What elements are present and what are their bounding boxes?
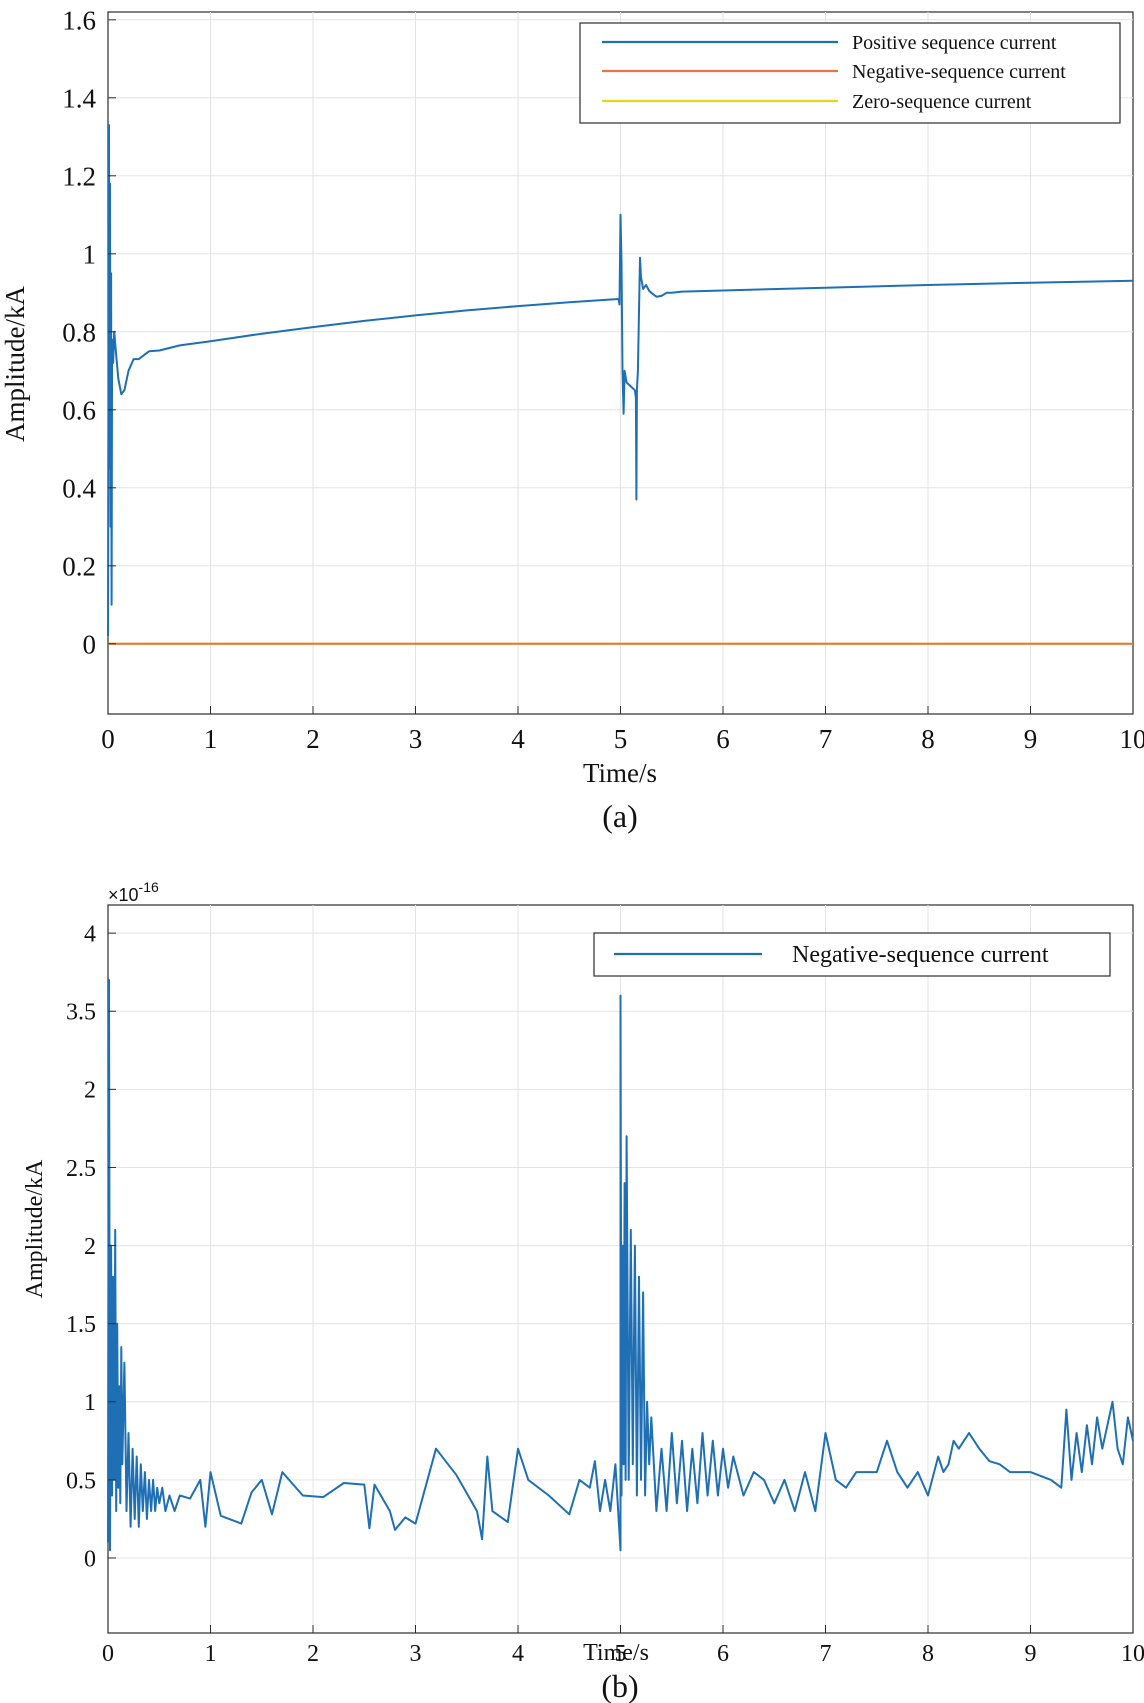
legend-label-zero: Zero-sequence current	[852, 91, 1032, 113]
y-tick-label: 0.5	[66, 1468, 96, 1494]
legend-box-a	[579, 22, 1121, 124]
y-tick-label: 0	[84, 1546, 96, 1572]
y-tick-label: 2	[84, 1234, 96, 1260]
y-tick-label: 3.5	[66, 1000, 96, 1026]
exponent-base: ×10	[108, 885, 139, 905]
panel-label-b: (b)	[601, 1668, 638, 1703]
x-tick-label: 0	[102, 1641, 114, 1667]
x-tick-label: 7	[820, 1641, 832, 1667]
y-axis-label-b: Amplitude/kA	[22, 1159, 48, 1298]
y-tick-label: 1	[84, 1390, 96, 1416]
x-tick-label: 4	[511, 724, 525, 754]
legend-label-negative-b: Negative-sequence current	[792, 942, 1049, 968]
legend-label-negative: Negative-sequence current	[852, 61, 1066, 83]
panel-label-a: (a)	[602, 798, 638, 834]
x-ticks-b: 0 1 2 3 4 5 6 7 8 9 10	[102, 1625, 1144, 1667]
y-tick-label: 1.6	[62, 5, 96, 35]
x-tick-label: 3	[409, 724, 423, 754]
x-tick-label: 5	[614, 724, 628, 754]
x-ticks-a: 0 1 2 3 4 5 6 7 8 9 10	[101, 706, 1144, 754]
x-tick-label: 10	[1120, 724, 1144, 754]
y-tick-label: 2.5	[66, 1156, 96, 1182]
y-tick-label: 2	[84, 1078, 96, 1104]
y-tick-label: 4	[84, 922, 96, 948]
x-tick-label: 8	[921, 724, 935, 754]
x-tick-label: 9	[1024, 724, 1038, 754]
legend-b: Negative-sequence current	[593, 932, 1111, 977]
x-tick-label: 2	[306, 724, 320, 754]
y-tick-label: 0.8	[62, 317, 96, 347]
exponent-label-b: ×10-16	[108, 879, 159, 905]
x-tick-label: 10	[1121, 1641, 1144, 1667]
x-tick-label: 7	[819, 724, 833, 754]
x-axis-label-a: Time/s	[583, 758, 657, 788]
x-tick-label: 3	[410, 1641, 422, 1667]
y-ticks-a: 0 0.2 0.4 0.6 0.8 1 1.2 1.4 1.6	[62, 5, 116, 659]
x-tick-label: 0	[101, 724, 115, 754]
y-ticks-b: 0 0.5 1 1.5 2 2.5 2 3.5 4	[66, 922, 116, 1572]
series-line-negative-sequence-current	[107, 979, 1134, 1552]
x-axis-label-b: Time/s	[583, 1640, 649, 1666]
series-group-b	[107, 979, 1134, 1552]
x-tick-label: 8	[922, 1641, 934, 1667]
x-tick-label: 4	[512, 1641, 524, 1667]
legend-a: Positive sequence current Negative-seque…	[579, 22, 1121, 124]
exponent-power: -16	[139, 879, 159, 895]
y-tick-label: 0.2	[62, 551, 96, 581]
x-tick-label: 2	[307, 1641, 319, 1667]
y-axis-label-a: Amplitude/kA	[0, 286, 30, 442]
chart-panel-a: 0 1 2 3 4 5 6 7 8 9 10 0 0.2 0.4 0.6 0.8 1 1.2 1.4 1.6 Tim…	[0, 5, 1144, 834]
series-line-positive-sequence-current	[107, 124, 1134, 637]
x-tick-label: 5	[615, 1641, 627, 1667]
y-tick-label: 0.4	[62, 473, 96, 503]
y-tick-label: 1.2	[62, 161, 96, 191]
grid-b	[108, 905, 1133, 1633]
y-tick-label: 0.6	[62, 395, 96, 425]
x-tick-label: 9	[1025, 1641, 1037, 1667]
y-tick-label: 0	[83, 629, 97, 659]
chart-panel-b: 0 1 2 3 4 5 6 7 8 9 10 0 0.5 1 1.5 2 2.5 2 3.5 4 ×10-16 Ti…	[22, 879, 1144, 1703]
y-tick-label: 1.4	[62, 83, 96, 113]
y-tick-label: 1.5	[66, 1312, 96, 1338]
legend-label-positive: Positive sequence current	[852, 32, 1057, 54]
series-group-a	[107, 124, 1134, 645]
x-tick-label: 6	[717, 1641, 729, 1667]
x-tick-label: 1	[204, 724, 218, 754]
y-tick-label: 1	[83, 239, 97, 269]
x-tick-label: 1	[205, 1641, 217, 1667]
x-tick-label: 6	[716, 724, 730, 754]
